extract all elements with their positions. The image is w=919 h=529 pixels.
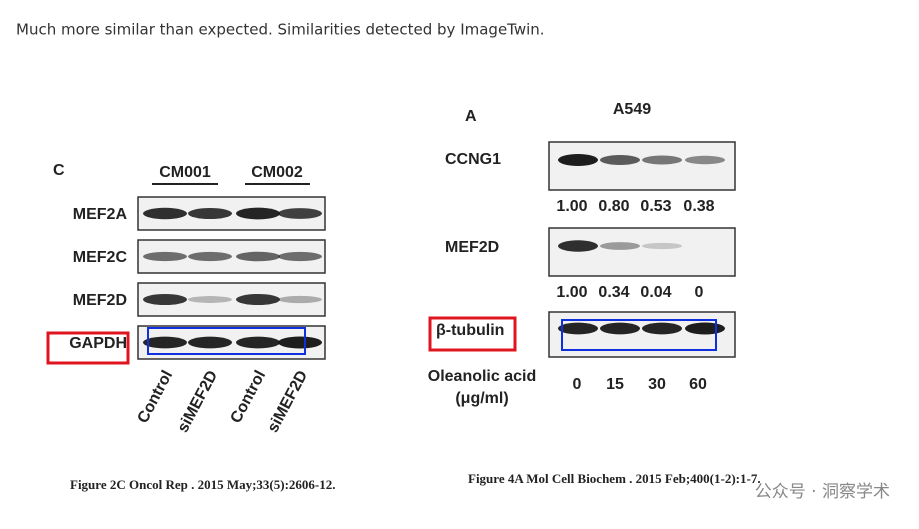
band [642, 242, 682, 250]
row-label: MEF2C [73, 249, 128, 266]
band [642, 155, 682, 165]
quantity: 1.00 [556, 198, 587, 215]
band [558, 322, 598, 335]
highlight-box [147, 327, 306, 355]
highlight-box [46, 331, 130, 365]
band [685, 155, 725, 165]
quantity: 0.04 [640, 284, 671, 301]
quantity: 0.80 [598, 198, 629, 215]
row-label: CCNG1 [445, 151, 501, 168]
dose: 15 [606, 376, 624, 393]
band [558, 154, 598, 166]
band [188, 207, 232, 220]
cell-line: A549 [613, 101, 651, 118]
lane-label: Control [135, 368, 177, 426]
quantity: 1.00 [556, 284, 587, 301]
band [685, 322, 725, 335]
band [236, 293, 280, 306]
row-label: MEF2D [73, 292, 127, 309]
band [600, 242, 640, 250]
lane-label: siMEF2D [265, 368, 312, 436]
band [600, 322, 640, 335]
row-label: MEF2D [445, 239, 499, 256]
band [278, 336, 322, 349]
band [236, 207, 280, 220]
dose: 60 [689, 376, 707, 393]
band [188, 251, 232, 262]
band [143, 293, 187, 306]
band [143, 251, 187, 262]
blot [548, 141, 736, 191]
dose: 30 [648, 376, 666, 393]
band [188, 296, 232, 303]
band [600, 155, 640, 165]
quantity: 0 [695, 284, 704, 301]
group-label: CM002 [251, 164, 303, 181]
lane-label: siMEF2D [175, 368, 222, 436]
watermark: 公众号 · 洞察学术 [755, 482, 890, 502]
treatment-unit: (μg/ml) [455, 390, 508, 407]
quantity: 0.38 [683, 198, 714, 215]
highlight-box [561, 319, 717, 351]
band [278, 208, 322, 219]
row-label: β-tubulin [436, 322, 504, 339]
band [143, 336, 187, 349]
treatment: Oleanolic acid [428, 368, 536, 385]
quantity: 0.34 [598, 284, 629, 301]
caption: Much more similar than expected. Similar… [16, 21, 545, 39]
panel-label: C [53, 162, 65, 179]
band [278, 251, 322, 262]
band [143, 207, 187, 220]
citation: Figure 2C Oncol Rep . 2015 May;33(5):260… [70, 477, 336, 492]
citation: Figure 4A Mol Cell Biochem . 2015 Feb;40… [468, 471, 761, 486]
group-label: CM001 [159, 164, 211, 181]
panel-label: A [465, 108, 477, 125]
dose: 0 [573, 376, 582, 393]
band [642, 322, 682, 335]
band [188, 336, 232, 349]
quantity: 0.53 [640, 198, 671, 215]
band [236, 251, 280, 262]
band [278, 295, 322, 304]
row-label: GAPDH [69, 335, 127, 352]
highlight-box [428, 316, 517, 352]
row-label: MEF2A [73, 206, 128, 223]
blot [548, 227, 736, 277]
lane-label: Control [228, 368, 270, 426]
band [558, 240, 598, 252]
band [236, 336, 280, 349]
